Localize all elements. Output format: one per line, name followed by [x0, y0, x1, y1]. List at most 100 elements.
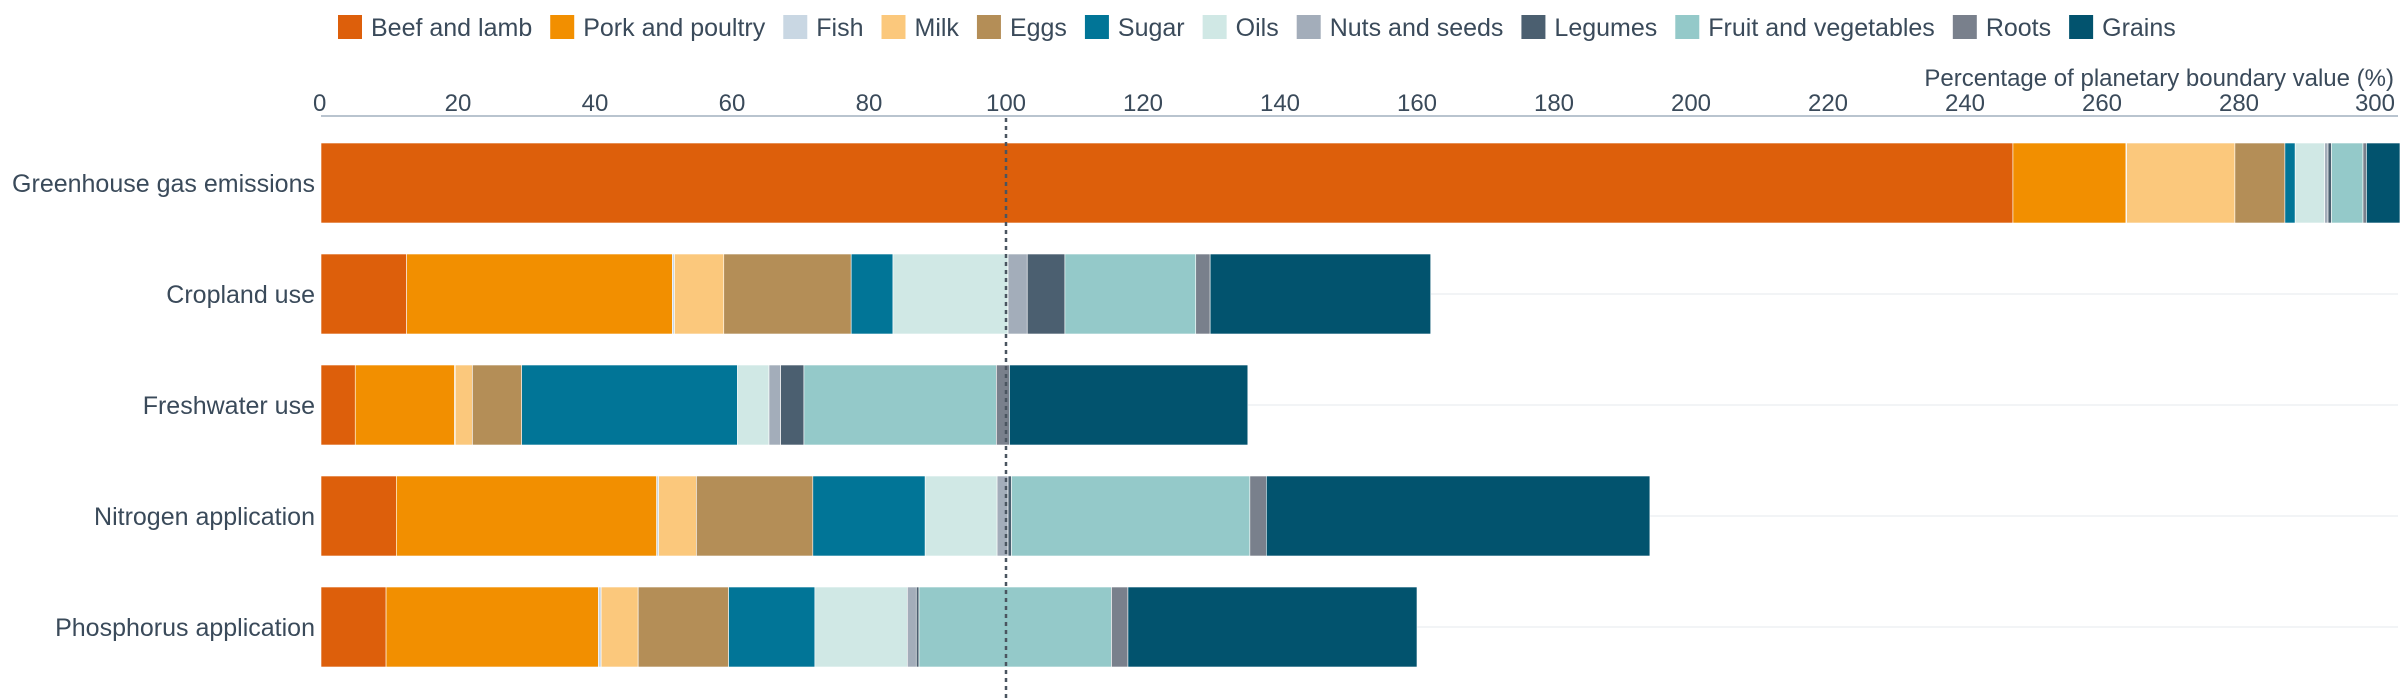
- x-tick-label: 40: [582, 90, 609, 117]
- x-tick-label: 280: [2219, 90, 2259, 117]
- bar-segment-sugar: [521, 364, 738, 446]
- bar-segment-eggs: [696, 475, 814, 557]
- bar-segment-nuts-and-seeds: [1007, 253, 1028, 335]
- legend-label: Fish: [816, 14, 863, 42]
- legend-item-milk: Milk: [881, 14, 960, 42]
- bar-segment-grains: [1266, 475, 1651, 557]
- bar-segment-milk: [454, 364, 473, 446]
- bar-segment-milk: [2126, 142, 2236, 224]
- bar-segment-pork-and-poultry: [354, 364, 455, 446]
- bar-segment-pork-and-poultry: [406, 253, 673, 335]
- x-tick-label: 100: [986, 90, 1026, 117]
- legend-swatch: [1952, 15, 1977, 39]
- bar-segment-grains: [1127, 586, 1418, 668]
- bar-segment-fruit-and-vegetables: [2331, 142, 2364, 224]
- x-tick-label: 220: [1808, 90, 1848, 117]
- bar-segment-fish: [672, 253, 675, 335]
- bar-cropland-use: [320, 253, 1432, 335]
- bar-segment-roots: [2362, 142, 2367, 224]
- legend-label: Eggs: [1010, 14, 1067, 42]
- x-tick-label: 120: [1123, 90, 1163, 117]
- bar-segment-sugar: [728, 586, 816, 668]
- bar-segment-fish: [656, 475, 660, 557]
- bar-segment-sugar: [812, 475, 926, 557]
- bar-segment-milk: [658, 475, 697, 557]
- legend-swatch: [550, 15, 575, 39]
- bar-segment-fruit-and-vegetables: [803, 364, 997, 446]
- legend-item-sugar: Sugar: [1084, 14, 1185, 42]
- legend-swatch: [881, 15, 906, 39]
- bar-nitrogen-application: [320, 475, 1651, 557]
- legend-item-eggs: Eggs: [976, 14, 1067, 42]
- legend-item-fish: Fish: [783, 14, 864, 42]
- bar-segment-grains: [2366, 142, 2400, 224]
- legend: Beef and lamb Pork and poultry Fish Milk Egg…: [338, 14, 2176, 42]
- bar-segment-beef-and-lamb: [320, 142, 2014, 224]
- bar-segment-eggs: [2234, 142, 2286, 224]
- bar-greenhouse-gas-emissions: [320, 142, 2400, 224]
- x-axis-title: Percentage of planetary boundary value (…: [1924, 65, 2394, 92]
- bar-segment-roots: [1111, 586, 1129, 668]
- bar-segment-milk: [674, 253, 725, 335]
- legend-swatch: [338, 15, 362, 39]
- bar-segment-fruit-and-vegetables: [918, 586, 1112, 668]
- bar-segment-beef-and-lamb: [320, 364, 356, 446]
- x-tick-label: 240: [1945, 90, 1985, 117]
- x-tick-label: 140: [1260, 90, 1300, 117]
- bar-segment-oils: [924, 475, 998, 557]
- bar-segment-nuts-and-seeds: [2324, 142, 2329, 224]
- bars: [320, 142, 2400, 668]
- x-tick-label: 300: [2355, 90, 2395, 117]
- bar-segment-legumes: [1026, 253, 1066, 335]
- legend-swatch: [1296, 15, 1321, 39]
- bar-segment-oils: [814, 586, 908, 668]
- legend-item-oils: Oils: [1202, 14, 1279, 42]
- bar-segment-milk: [600, 586, 639, 668]
- legend-item-grains: Grains: [2069, 14, 2176, 42]
- x-tick-label: 0: [313, 90, 326, 117]
- legend-item-pork-and-poultry: Pork and poultry: [550, 14, 766, 42]
- legend-item-nuts-and-seeds: Nuts and seeds: [1296, 14, 1504, 42]
- category-label: Nitrogen application: [94, 503, 315, 531]
- legend-label: Fruit and vegetables: [1708, 14, 1935, 42]
- legend-item-fruit-and-vegetables: Fruit and vegetables: [1675, 14, 1935, 42]
- legend-swatch: [1521, 15, 1546, 39]
- bar-segment-roots: [996, 364, 1010, 446]
- x-tick-label: 260: [2082, 90, 2122, 117]
- bar-segment-roots: [1249, 475, 1267, 557]
- legend-label: Sugar: [1118, 14, 1185, 42]
- x-axis-ticks: 0 20 40 60 80 100 120 140 160 180 200 220 240 260 280 3…: [313, 90, 2395, 117]
- bar-segment-eggs: [723, 253, 852, 335]
- legend-label: Nuts and seeds: [1330, 14, 1504, 42]
- bar-segment-sugar: [2284, 142, 2296, 224]
- legend-label: Milk: [915, 14, 960, 42]
- bar-segment-sugar: [850, 253, 894, 335]
- category-labels: Greenhouse gas emissions Cropland use Fres…: [12, 170, 315, 642]
- category-label: Freshwater use: [143, 392, 315, 420]
- category-label: Greenhouse gas emissions: [12, 170, 315, 198]
- x-tick-label: 80: [856, 90, 883, 117]
- bar-segment-eggs: [472, 364, 523, 446]
- bar-segment-fish: [598, 586, 602, 668]
- bar-segment-legumes: [1007, 475, 1012, 557]
- legend-swatch: [976, 15, 1001, 39]
- bar-segment-nuts-and-seeds: [768, 364, 781, 446]
- legend-label: Pork and poultry: [583, 14, 766, 42]
- bar-segment-grains: [1209, 253, 1432, 335]
- legend-item-beef-and-lamb: Beef and lamb: [338, 14, 532, 42]
- category-label: Cropland use: [166, 281, 315, 309]
- bar-segment-grains: [1009, 364, 1249, 446]
- bar-segment-legumes: [915, 586, 920, 668]
- bar-freshwater-use: [320, 364, 1249, 446]
- legend-swatch: [2069, 15, 2094, 39]
- legend-label: Roots: [1986, 14, 2051, 42]
- x-tick-label: 160: [1397, 90, 1437, 117]
- bar-segment-nuts-and-seeds: [907, 586, 917, 668]
- bar-segment-pork-and-poultry: [2012, 142, 2127, 224]
- bar-segment-beef-and-lamb: [320, 586, 387, 668]
- x-tick-label: 180: [1534, 90, 1574, 117]
- legend-swatch: [1202, 15, 1227, 39]
- bar-segment-oils: [892, 253, 1009, 335]
- bar-segment-beef-and-lamb: [320, 253, 407, 335]
